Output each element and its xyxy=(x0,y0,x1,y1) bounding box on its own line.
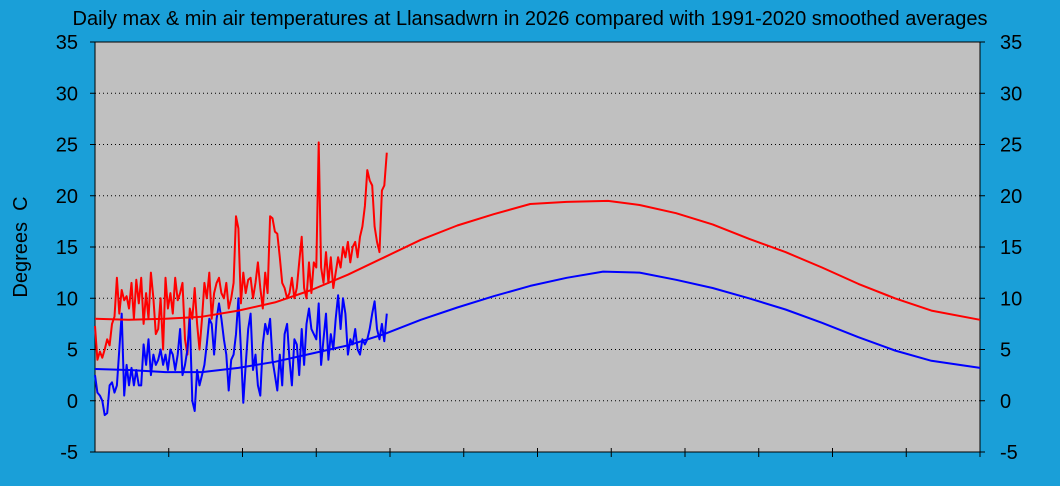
y-tick-label: 5 xyxy=(1000,340,1011,362)
y-tick-label: 10 xyxy=(56,288,78,310)
y-axis-label: Degrees C xyxy=(10,196,32,297)
series-daily-min xyxy=(94,294,388,417)
series-average-max xyxy=(94,199,981,321)
y-tick-label: 15 xyxy=(56,237,78,259)
y-tick-label: 0 xyxy=(1000,391,1011,413)
y-tick-label: 15 xyxy=(1000,237,1022,259)
y-tick-label: 35 xyxy=(56,32,78,54)
series-lines xyxy=(94,141,981,417)
y-tick-label: 30 xyxy=(56,83,78,105)
y-tick-label: 30 xyxy=(1000,83,1022,105)
y-tick-label: 5 xyxy=(67,340,78,362)
x-ticks xyxy=(168,448,981,457)
y-tick-label: 20 xyxy=(1000,186,1022,208)
y-tick-label: 20 xyxy=(56,186,78,208)
y-tick-label: 0 xyxy=(67,391,78,413)
y-axis-right: 35 30 25 20 15 10 5 0 -5 xyxy=(980,32,1022,464)
y-tick-label: 10 xyxy=(1000,288,1022,310)
y-tick-label: -5 xyxy=(60,442,78,464)
y-tick-label: 25 xyxy=(1000,135,1022,157)
chart-title: Daily max & min air temperatures at Llan… xyxy=(73,8,988,30)
y-axis-left: 35 30 25 20 15 10 5 0 -5 xyxy=(56,32,95,464)
y-tick-label: 35 xyxy=(1000,32,1022,54)
y-tick-label: 25 xyxy=(56,135,78,157)
series-average-min xyxy=(94,270,981,374)
series-daily-max xyxy=(94,141,388,361)
y-tick-label: -5 xyxy=(1000,442,1018,464)
